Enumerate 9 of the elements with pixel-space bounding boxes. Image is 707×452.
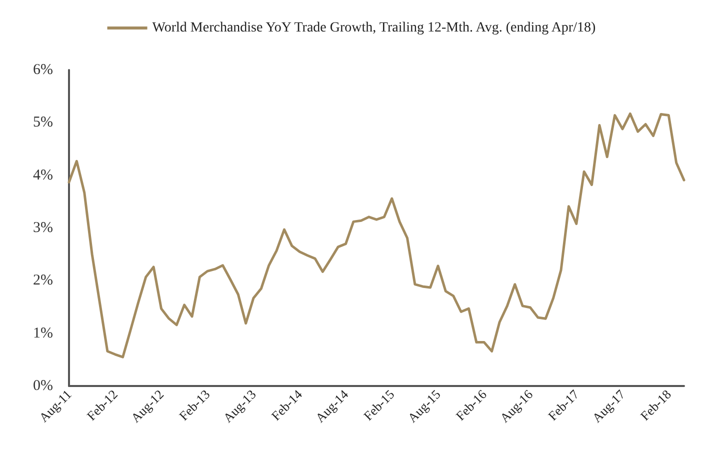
y-tick-label: 1% <box>33 325 53 342</box>
y-tick-label: 5% <box>33 114 53 131</box>
y-tick-label: 0% <box>33 378 53 394</box>
y-tick-label: 3% <box>33 220 53 236</box>
line-series <box>68 112 686 358</box>
y-tick-label: 2% <box>33 272 53 289</box>
y-tick-label: 4% <box>33 167 53 184</box>
y-tick-label: 6% <box>33 62 53 78</box>
legend-label: World Merchandise YoY Trade Growth, Trailing 12-Mth. Avg. (ending Apr/18) <box>152 20 596 36</box>
